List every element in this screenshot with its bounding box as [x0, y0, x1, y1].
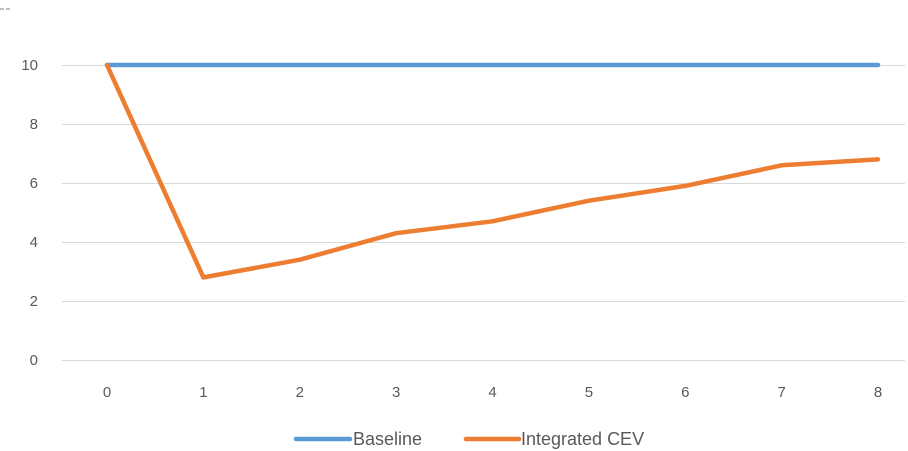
x-tick-label: 2: [296, 384, 304, 401]
x-tick-label: 7: [777, 384, 785, 401]
y-tick-label: 2: [30, 293, 38, 310]
legend-label: Baseline: [353, 429, 422, 449]
x-tick-label: 3: [392, 384, 400, 401]
x-tick-label: 4: [488, 384, 496, 401]
legend: Baseline Integrated CEV: [293, 429, 644, 449]
x-axis-tick-labels: 0 1 2 3 4 5 6 7 8: [103, 384, 882, 401]
legend-label: Integrated CEV: [521, 429, 644, 449]
x-tick-label: 0: [103, 384, 111, 401]
series-lines: [104, 62, 881, 280]
y-tick-label: 4: [30, 234, 38, 251]
x-tick-label: 1: [199, 384, 207, 401]
y-tick-label: 6: [30, 175, 38, 192]
x-tick-label: 6: [681, 384, 689, 401]
x-tick-label: 8: [874, 384, 882, 401]
series-line-1: [104, 62, 881, 280]
y-tick-label: 8: [30, 116, 38, 133]
y-tick-label: 10: [21, 57, 38, 74]
gridlines: [62, 65, 905, 361]
x-tick-label: 5: [585, 384, 593, 401]
y-axis-tick-labels: 0 2 4 6 8 10: [21, 57, 38, 369]
y-tick-label: 0: [30, 352, 38, 369]
